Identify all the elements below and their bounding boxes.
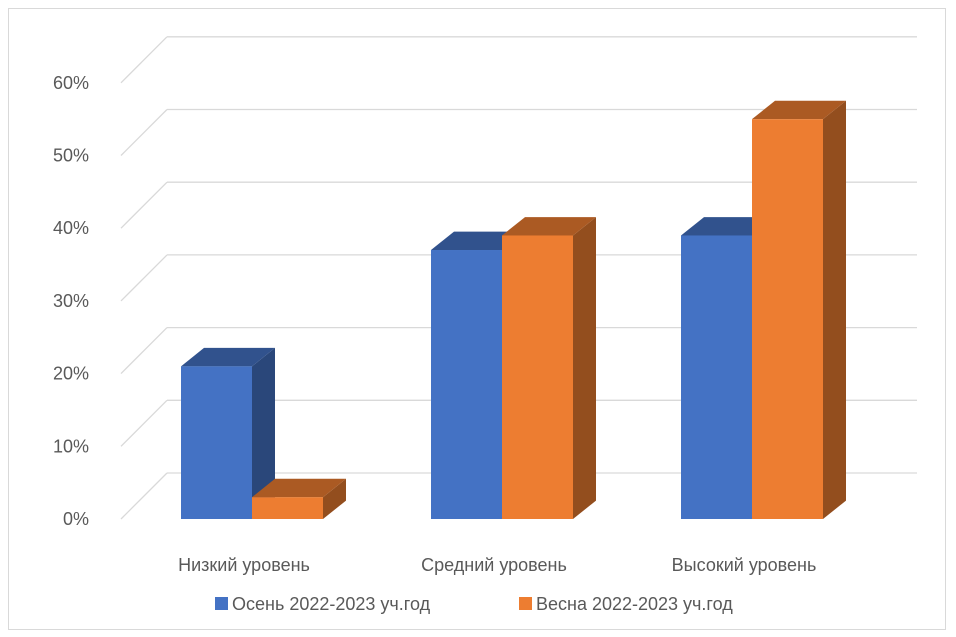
bar [252, 478, 346, 519]
x-axis-labels: Низкий уровень Средний уровень Высокий уро… [178, 555, 816, 575]
y-tick-label: 0% [63, 509, 89, 529]
bar-side [252, 347, 275, 519]
legend-swatch [215, 597, 228, 610]
bar [752, 100, 846, 520]
legend-label: Осень 2022-2023 уч.год [232, 594, 431, 614]
bar-top [502, 217, 596, 236]
x-tick-label: Низкий уровень [178, 555, 310, 575]
legend: Осень 2022-2023 уч.год Весна 2022-2023 уч… [215, 594, 733, 614]
bar-side [823, 100, 846, 519]
x-tick-label: Средний уровень [421, 555, 567, 575]
gridline-diagonal [120, 109, 168, 156]
bar-front [681, 235, 752, 519]
chart-bars [181, 100, 846, 520]
bar-side [573, 217, 596, 519]
bar-top [431, 231, 525, 251]
bar-top [252, 478, 346, 498]
chart-frame: 0% 10% 20% 30% 40% 50% 60% Низкий уровень Средн… [8, 8, 946, 630]
bar-front [752, 119, 823, 520]
legend-swatch [519, 597, 532, 610]
bar-front [431, 250, 502, 519]
bar-top [752, 100, 846, 120]
y-tick-label: 40% [53, 218, 89, 238]
gridline-diagonal [120, 399, 168, 447]
bar-chart-3d: 0% 10% 20% 30% 40% 50% 60% Низкий уровень Средн… [53, 36, 917, 614]
gridline-diagonal [120, 327, 168, 375]
bar [181, 347, 275, 519]
bar [502, 217, 596, 519]
bar-front [181, 366, 252, 519]
gridline-diagonal [120, 36, 168, 84]
gridline-diagonal [120, 181, 168, 229]
bar-top [181, 347, 275, 367]
legend-item: Весна 2022-2023 уч.год [519, 594, 733, 614]
y-axis-labels: 0% 10% 20% 30% 40% 50% 60% [53, 73, 89, 529]
y-tick-label: 50% [53, 146, 89, 166]
bar-front [502, 235, 573, 519]
x-tick-label: Высокий уровень [672, 555, 817, 575]
gridline-diagonal [120, 254, 168, 302]
legend-label: Весна 2022-2023 уч.год [536, 594, 733, 614]
legend-item: Осень 2022-2023 уч.год [215, 594, 431, 614]
gridline-diagonal [120, 472, 168, 520]
y-tick-label: 60% [53, 73, 89, 93]
top-strip [0, 0, 956, 8]
y-tick-label: 20% [53, 364, 89, 384]
bar-side [323, 478, 346, 519]
y-tick-label: 30% [53, 291, 89, 311]
y-tick-label: 10% [53, 436, 89, 456]
bar-top [681, 217, 775, 236]
bar-front [252, 497, 323, 519]
